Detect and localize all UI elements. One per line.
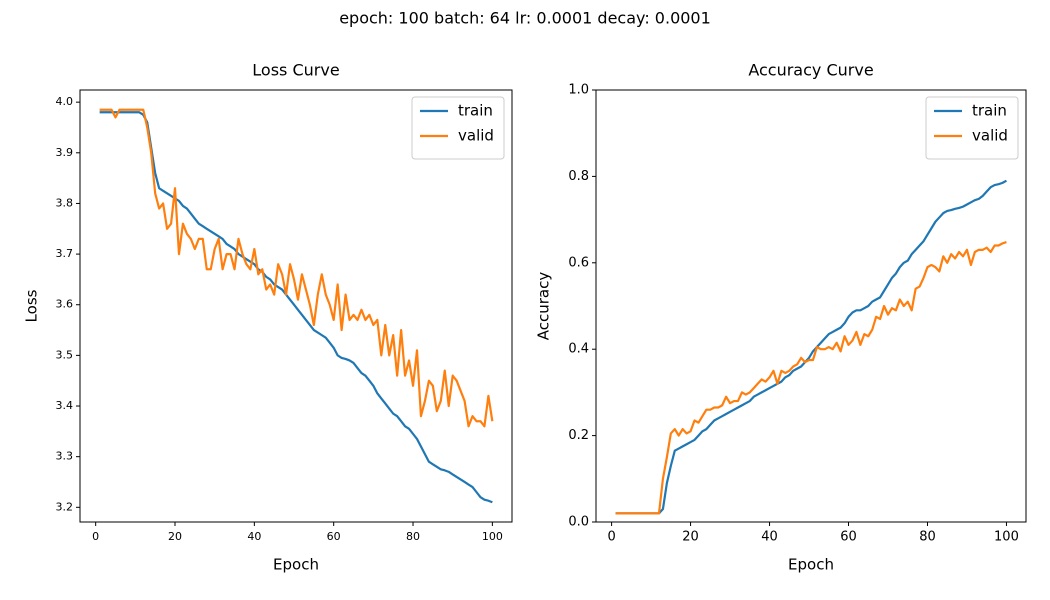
y-tick-label: 4.0 (56, 95, 74, 108)
legend-label: valid (458, 127, 494, 145)
x-tick-label: 80 (406, 530, 420, 543)
x-tick-label: 20 (682, 530, 699, 545)
y-tick-label: 0.8 (568, 169, 589, 184)
legend-box (925, 96, 1019, 160)
series-line (615, 241, 1007, 515)
series-line (615, 179, 1007, 515)
axes-frame (79, 89, 513, 523)
legend-label: valid (972, 127, 1008, 145)
y-tick-label: 3.4 (56, 399, 74, 412)
axes-frame (595, 89, 1027, 523)
x-tick-label: 60 (327, 530, 341, 543)
series-line (99, 111, 493, 504)
y-tick-label: 0.2 (568, 428, 589, 443)
y-tick-label: 3.6 (56, 298, 74, 311)
x-tick-label: 40 (761, 530, 778, 545)
y-tick-label: 1.0 (568, 83, 589, 98)
x-axis-label: Epoch (273, 556, 319, 574)
series-line (99, 108, 494, 428)
axes-title: Accuracy Curve (748, 61, 873, 80)
x-axis-label: Epoch (788, 556, 834, 574)
y-axis-label: Loss (23, 289, 41, 322)
y-tick-label: 3.5 (56, 348, 74, 361)
figure-title: epoch: 100 batch: 64 lr: 0.0001 decay: 0… (339, 9, 711, 28)
y-tick-label: 3.8 (56, 196, 74, 209)
x-tick-label: 80 (919, 530, 936, 545)
y-axis-label: Accuracy (535, 272, 553, 341)
legend-box (411, 96, 505, 160)
y-tick-label: 3.3 (56, 450, 74, 463)
y-tick-label: 3.2 (56, 500, 74, 513)
x-tick-label: 20 (168, 530, 182, 543)
y-tick-label: 0.6 (568, 255, 589, 270)
x-tick-label: 100 (482, 530, 503, 543)
x-tick-label: 60 (840, 530, 857, 545)
x-tick-label: 40 (247, 530, 261, 543)
y-tick-label: 3.9 (56, 146, 74, 159)
x-tick-label: 0 (92, 530, 99, 543)
axes-title: Loss Curve (252, 61, 339, 80)
y-tick-label: 0.0 (568, 515, 589, 530)
y-tick-label: 3.7 (56, 247, 74, 260)
y-tick-label: 0.4 (568, 342, 589, 357)
x-tick-label: 0 (607, 530, 615, 545)
x-tick-label: 100 (994, 530, 1019, 545)
legend-label: train (458, 102, 493, 120)
legend-label: train (972, 102, 1007, 120)
